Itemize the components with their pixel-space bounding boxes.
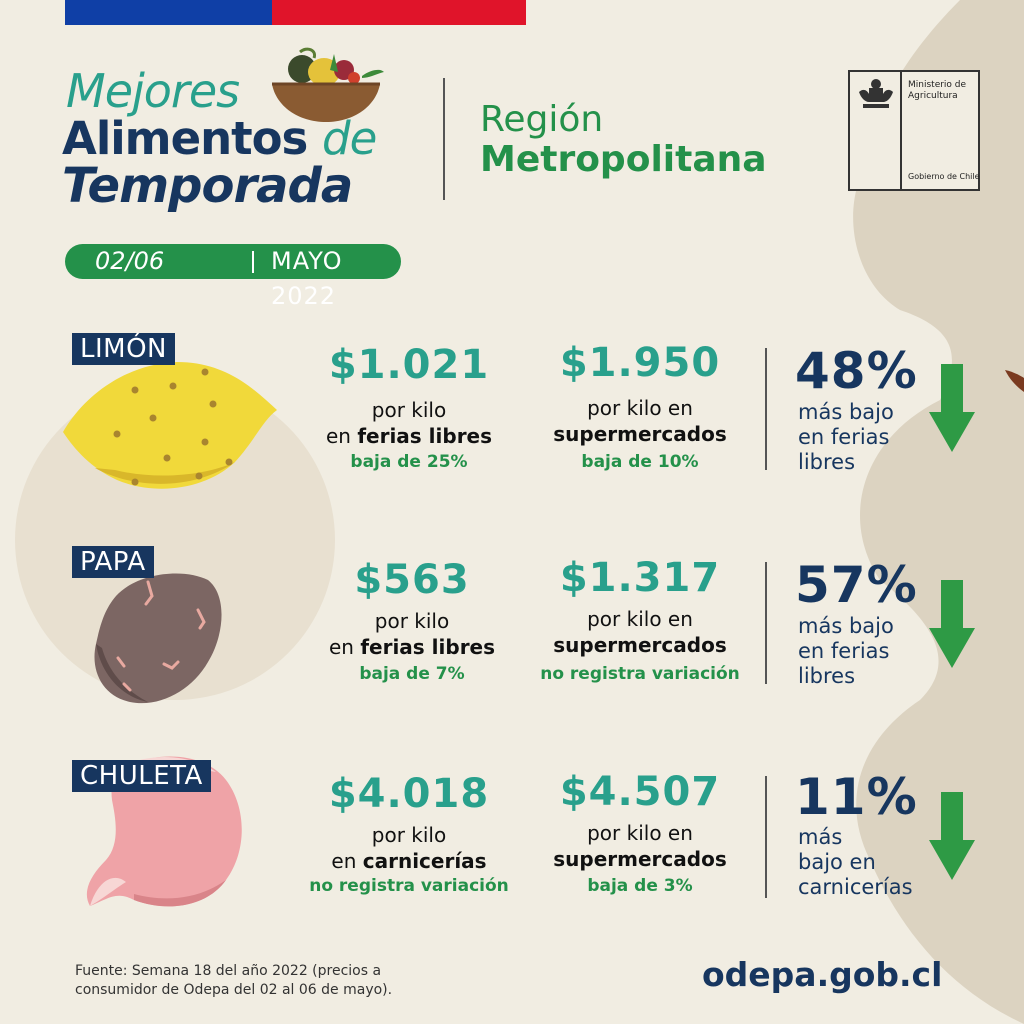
down-arrow-icon bbox=[929, 364, 975, 452]
ministry-logo-divider bbox=[900, 72, 902, 189]
pct-desc-limon: más bajo en ferias libres bbox=[798, 400, 894, 474]
bowl-of-vegetables-icon bbox=[272, 47, 384, 122]
column-divider bbox=[765, 776, 767, 898]
date-pill: 02/06 MAYO 2022 bbox=[65, 244, 401, 310]
item-label-chuleta: CHULETA bbox=[72, 760, 211, 792]
date-separator bbox=[252, 251, 254, 273]
region-line2: Metropolitana bbox=[480, 139, 767, 180]
region-line1: Región bbox=[480, 99, 604, 140]
price-super-limon: $1.950 bbox=[559, 340, 721, 386]
title-line1: Mejores bbox=[66, 64, 240, 118]
change-carnicerias-chuleta: no registra variación bbox=[309, 876, 509, 896]
price-ferias-limon: $1.021 bbox=[328, 342, 490, 388]
desc-line1: por kilo bbox=[371, 398, 447, 422]
chile-coat-of-arms-icon bbox=[859, 79, 893, 108]
desc-super-chuleta: por kilo en supermercados bbox=[553, 821, 727, 871]
column-divider bbox=[765, 562, 767, 684]
potato-icon bbox=[94, 573, 222, 704]
item-label-limon: LIMÓN bbox=[72, 333, 175, 365]
title-line2: Alimentos de bbox=[62, 112, 377, 165]
footer-source: Fuente: Semana 18 del año 2022 (precios … bbox=[75, 963, 393, 998]
price-ferias-papa: $563 bbox=[354, 557, 470, 603]
flag-stripe-red bbox=[272, 0, 526, 25]
date-range: 02/06 bbox=[95, 247, 165, 275]
price-super-chuleta: $4.507 bbox=[559, 769, 721, 815]
government-name: Gobierno de Chile bbox=[908, 172, 980, 181]
desc-super-papa: por kilo en supermercados bbox=[553, 607, 727, 657]
change-ferias-papa: baja de 7% bbox=[359, 664, 465, 684]
desc-line2: en ferias libres bbox=[325, 424, 493, 448]
footer-url[interactable]: odepa.gob.cl bbox=[702, 955, 943, 994]
price-carnicerias-chuleta: $4.018 bbox=[328, 771, 490, 817]
region-heading: Región Metropolitana bbox=[480, 100, 767, 180]
pct-desc-chuleta: más bajo en carnicerías bbox=[798, 825, 913, 899]
pct-desc-papa: más bajo en ferias libres bbox=[798, 614, 894, 688]
column-divider bbox=[765, 348, 767, 470]
down-arrow-icon bbox=[929, 580, 975, 668]
header-divider bbox=[443, 78, 445, 200]
desc-line2: supermercados bbox=[553, 422, 727, 446]
desc-line1: por kilo en bbox=[587, 396, 693, 420]
change-super-limon: baja de 10% bbox=[581, 452, 699, 472]
month-year: MAYO 2022 bbox=[271, 247, 343, 310]
item-label-papa: PAPA bbox=[72, 546, 154, 578]
pct-chuleta: 11% bbox=[795, 768, 918, 826]
desc-ferias-papa: por kilo en ferias libres bbox=[328, 609, 496, 659]
change-ferias-limon: baja de 25% bbox=[350, 452, 468, 472]
change-super-chuleta: baja de 3% bbox=[587, 876, 693, 896]
flag-stripe-blue bbox=[65, 0, 272, 25]
down-arrow-icon bbox=[929, 792, 975, 880]
pct-limon: 48% bbox=[795, 342, 918, 400]
lemon-icon bbox=[63, 362, 277, 489]
pct-papa: 57% bbox=[795, 556, 918, 614]
desc-ferias-limon: por kilo en ferias libres bbox=[289, 397, 529, 449]
ministry-name: Ministerio de Agricultura bbox=[908, 80, 967, 101]
change-super-papa: no registra variación bbox=[540, 664, 740, 684]
price-super-papa: $1.317 bbox=[559, 555, 721, 601]
title-line2-main: Alimentos bbox=[62, 112, 308, 165]
desc-super-limon: por kilo en supermercados bbox=[520, 395, 760, 447]
desc-carnicerias-chuleta: por kilo en carnicerías bbox=[331, 823, 487, 873]
title-line3: Temporada bbox=[62, 158, 353, 214]
